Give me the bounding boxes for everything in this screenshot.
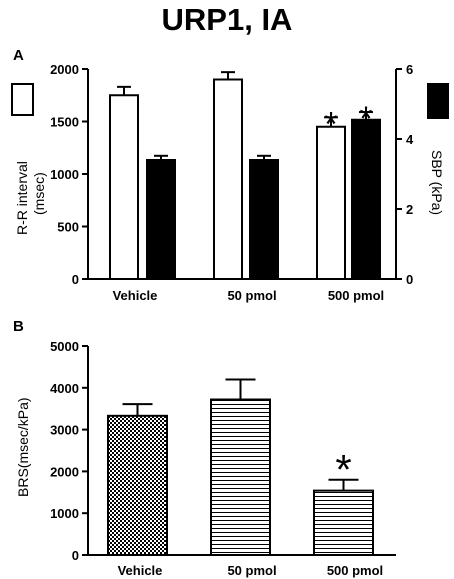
bar-brs-500-pmol bbox=[313, 489, 374, 556]
panel-a-label: A bbox=[13, 47, 24, 64]
left-tick-label: 0 bbox=[72, 272, 79, 287]
right-axis-title: SBP (kPa) bbox=[429, 150, 445, 215]
tick-label: 4000 bbox=[50, 381, 79, 396]
bar-sbp-vehicle bbox=[146, 159, 176, 280]
left-tick-label: 500 bbox=[57, 220, 79, 235]
right-series-legend-swatch bbox=[427, 83, 449, 119]
right-y-ticks: 0 2 4 6 bbox=[396, 62, 414, 287]
right-tick-label: 2 bbox=[406, 202, 413, 217]
left-axis-title-line1: R-R interval bbox=[14, 161, 30, 235]
tick-label: 2000 bbox=[50, 464, 79, 479]
category-labels: Vehicle 50 pmol 500 pmol bbox=[118, 563, 384, 578]
significance-star-rr-interval-500-pmol: * bbox=[324, 105, 337, 143]
category-label-50-pmol: 50 pmol bbox=[227, 563, 276, 578]
bar-sbp-50-pmol bbox=[249, 159, 279, 280]
left-tick-label: 2000 bbox=[50, 62, 79, 77]
y-axis-title: BRS(msec/kPa) bbox=[15, 397, 31, 497]
panel-b-label: B bbox=[13, 318, 24, 335]
bar-sbp-500-pmol bbox=[351, 118, 381, 280]
category-labels: Vehicle 50 pmol 500 pmol bbox=[113, 288, 385, 303]
tick-label: 0 bbox=[72, 548, 79, 563]
bars: * * bbox=[109, 71, 381, 280]
figure-title: URP1, IA bbox=[162, 2, 293, 37]
right-tick-label: 4 bbox=[406, 132, 414, 147]
category-label-50-pmol: 50 pmol bbox=[227, 288, 276, 303]
bar-rr-interval-500-pmol bbox=[316, 125, 346, 280]
bar-rr-interval-vehicle bbox=[109, 94, 139, 280]
tick-label: 1000 bbox=[50, 506, 79, 521]
category-label-vehicle: Vehicle bbox=[118, 563, 163, 578]
right-tick-label: 6 bbox=[406, 62, 413, 77]
category-label-vehicle: Vehicle bbox=[113, 288, 158, 303]
left-series-legend-swatch bbox=[11, 83, 34, 116]
left-tick-label: 1000 bbox=[50, 167, 79, 182]
tick-label: 3000 bbox=[50, 423, 79, 438]
panel-a: A R-R interval (msec) SBP (kPa) 0 500 1000… bbox=[11, 47, 449, 303]
bars: * bbox=[107, 378, 374, 556]
left-y-ticks: 0 500 1000 1500 2000 bbox=[50, 62, 88, 287]
bar-rr-interval-50-pmol bbox=[213, 78, 243, 280]
left-tick-label: 1500 bbox=[50, 115, 79, 130]
y-ticks: 0 1000 2000 3000 4000 5000 bbox=[50, 339, 88, 563]
significance-star-500-pmol: * bbox=[335, 446, 351, 493]
bar-brs-vehicle bbox=[107, 414, 168, 556]
left-axis-title-line2: (msec) bbox=[31, 172, 47, 215]
significance-star-sbp-500-pmol: * bbox=[359, 100, 372, 138]
category-label-500-pmol: 500 pmol bbox=[328, 288, 384, 303]
bar-brs-50-pmol bbox=[210, 398, 271, 556]
category-label-500-pmol: 500 pmol bbox=[327, 563, 383, 578]
right-tick-label: 0 bbox=[406, 272, 413, 287]
tick-label: 5000 bbox=[50, 339, 79, 354]
